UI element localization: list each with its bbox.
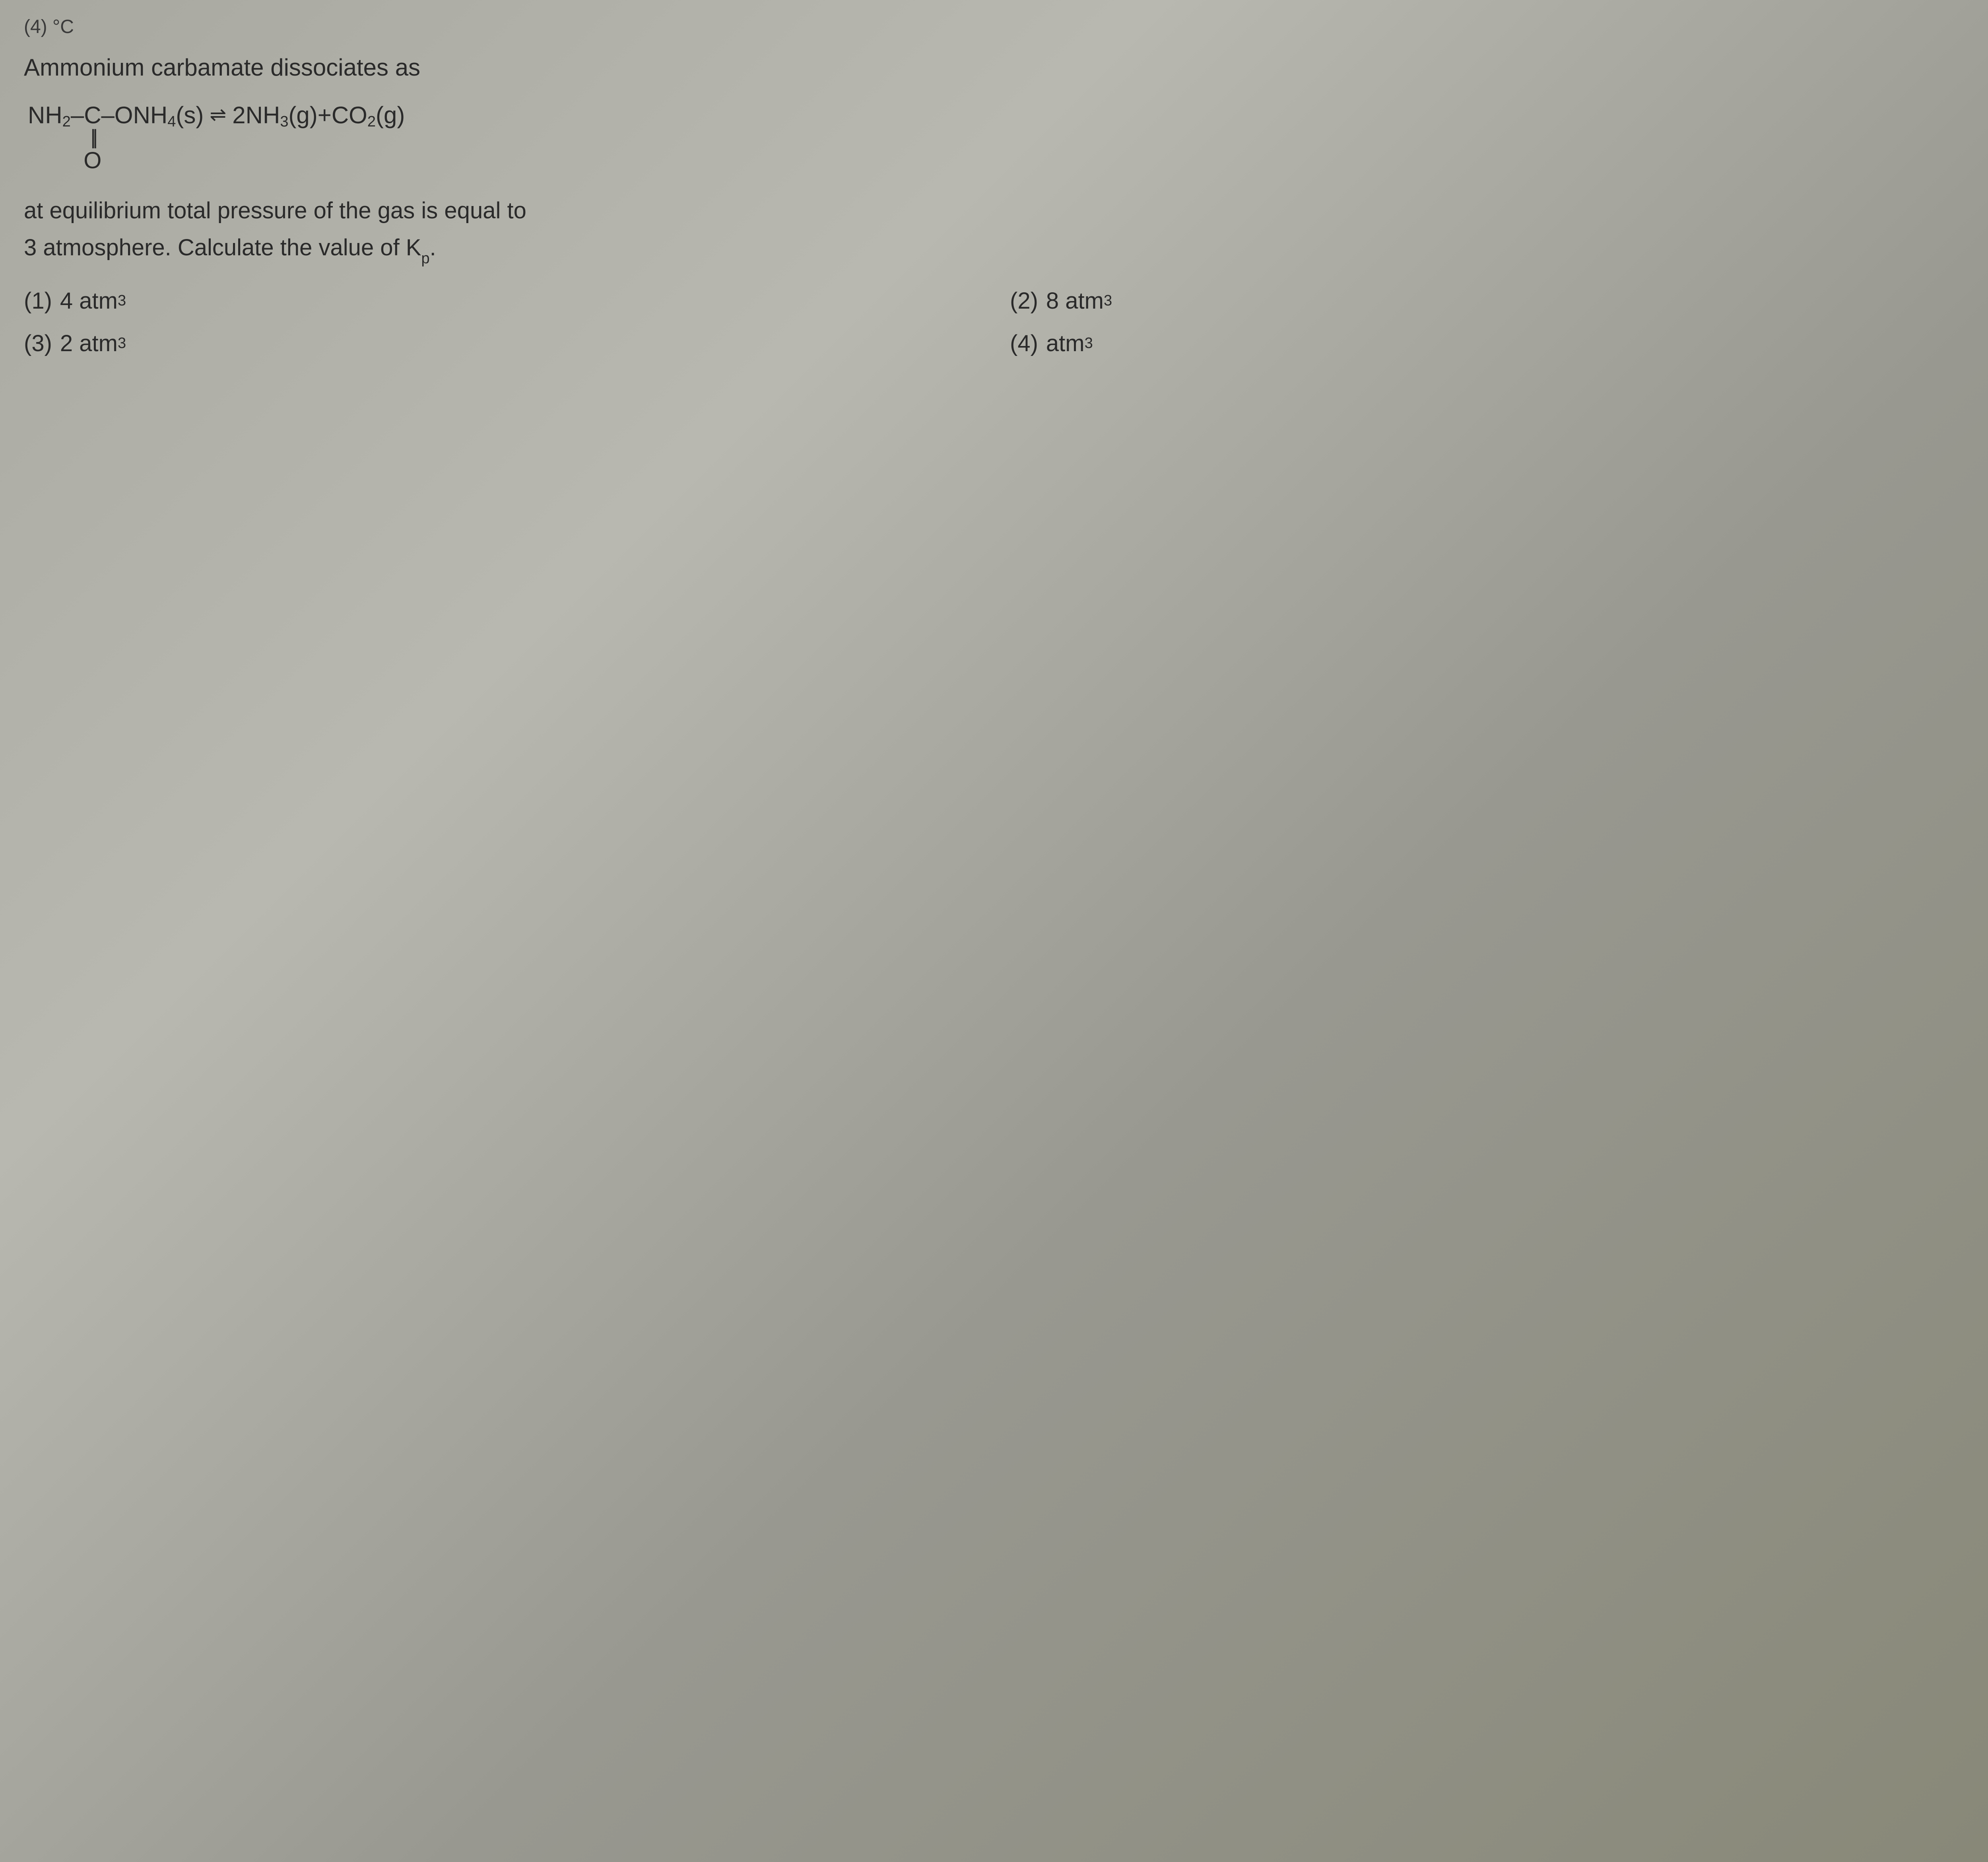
nh3-label: NH	[246, 101, 280, 129]
option-3-sup: 3	[118, 335, 126, 352]
oxygen-below: O	[83, 147, 101, 174]
bond-dash-1: –	[71, 101, 84, 129]
option-4-number: (4)	[1010, 330, 1038, 357]
option-1-value: 4 atm	[60, 288, 118, 314]
option-4-sup: 3	[1085, 335, 1093, 352]
desc-line-1: at equilibrium total pressure of the gas…	[24, 198, 526, 224]
answer-options: (1) 4 atm3 (2) 8 atm3 (3) 2 atm3 (4) atm…	[24, 288, 1964, 357]
equilibrium-arrow: ⇌	[210, 103, 226, 126]
option-3-number: (3)	[24, 330, 52, 357]
co2-label: CO	[332, 101, 367, 129]
option-2[interactable]: (2) 8 atm3	[1010, 288, 1964, 314]
partial-prior-content: (4) °C	[24, 16, 1964, 38]
state-gas-1: (g)	[288, 101, 317, 129]
nh2-label: NH	[28, 101, 62, 129]
option-4-value: atm	[1046, 330, 1085, 357]
desc-line-2-end: .	[430, 235, 436, 260]
option-2-value: 8 atm	[1046, 288, 1104, 314]
option-1-number: (1)	[24, 288, 52, 314]
carbon-group: C || O	[84, 101, 101, 129]
kp-subscript: p	[421, 250, 429, 267]
state-gas-2: (g)	[376, 101, 405, 129]
option-1-sup: 3	[118, 292, 126, 309]
question-intro: Ammonium carbamate dissociates as	[24, 50, 1964, 86]
question-description: at equilibrium total pressure of the gas…	[24, 192, 1964, 268]
option-2-sup: 3	[1104, 292, 1112, 309]
bond-dash-2: –	[101, 101, 115, 129]
onh4-subscript: 4	[167, 113, 176, 130]
coefficient-2: 2	[232, 101, 245, 129]
nh3-subscript: 3	[280, 113, 288, 130]
carbon-label: C	[84, 102, 101, 128]
onh4-label: ONH	[115, 101, 167, 129]
state-solid: (s)	[176, 101, 204, 129]
plus-sign: +	[318, 101, 332, 129]
option-3[interactable]: (3) 2 atm3	[24, 330, 978, 357]
option-1[interactable]: (1) 4 atm3	[24, 288, 978, 314]
nh2-subscript: 2	[62, 113, 71, 130]
chemical-equation: NH2 – C || O – ONH4 (s) ⇌ 2NH3 (g) + CO2…	[28, 101, 1964, 129]
double-bond: ||	[90, 129, 95, 146]
co2-subscript: 2	[367, 113, 376, 130]
option-2-number: (2)	[1010, 288, 1038, 314]
desc-line-2a: 3 atmosphere. Calculate the value of K	[24, 235, 421, 260]
option-4[interactable]: (4) atm3	[1010, 330, 1964, 357]
option-3-value: 2 atm	[60, 330, 118, 357]
